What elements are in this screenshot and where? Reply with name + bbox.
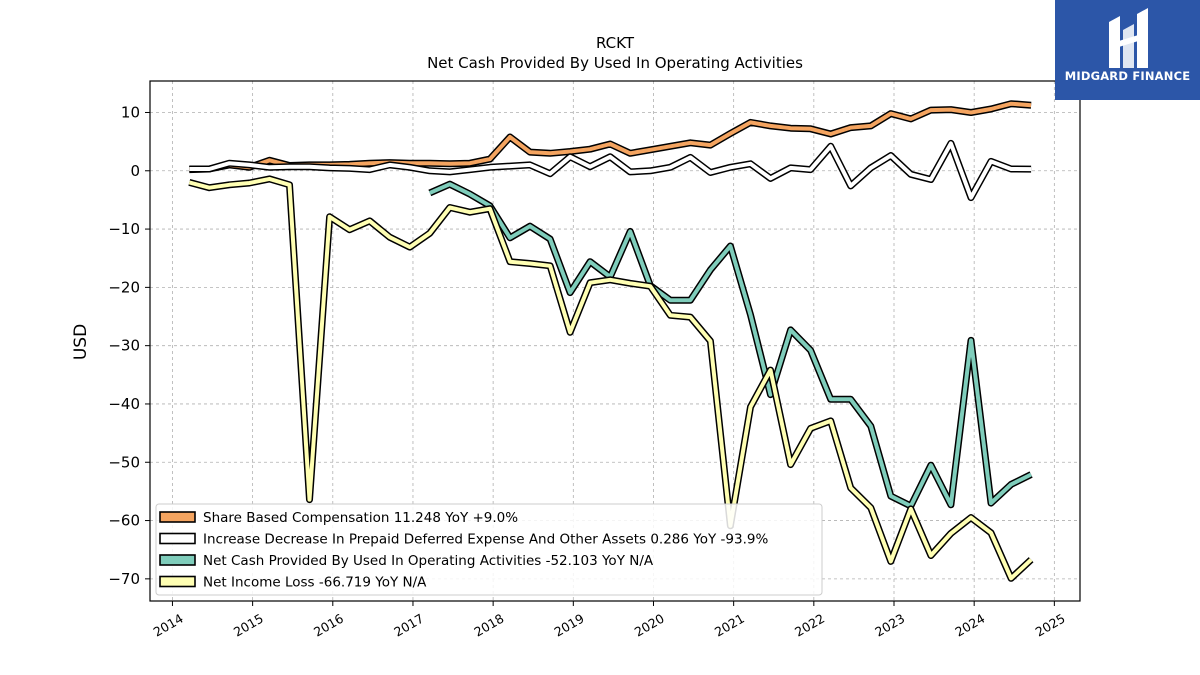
- legend-swatch: [159, 575, 196, 588]
- x-tick-label: 2023: [872, 611, 907, 640]
- legend-label: Share Based Compensation 11.248 YoY +9.0…: [203, 510, 518, 526]
- x-tick-label: 2016: [311, 611, 346, 640]
- series-line: [188, 175, 1034, 582]
- plot-frame: [149, 80, 1081, 602]
- y-tick-label: 0: [130, 162, 140, 180]
- legend-label: Net Income Loss -66.719 YoY N/A: [203, 575, 427, 591]
- legend: Share Based Compensation 11.248 YoY +9.0…: [155, 503, 823, 596]
- brand-logo-icon: [1109, 8, 1148, 68]
- x-tick-label: 2022: [792, 611, 827, 640]
- y-axis-ticks: 10 0 −10 −20 −30 −40 −50 −60 −70: [108, 103, 150, 588]
- y-tick-label: −70: [108, 570, 140, 588]
- y-tick-label: −10: [108, 220, 140, 238]
- x-axis-ticks: 2014 2015 2016 2017 2018 2019 2020 2021 2022 2023…: [151, 601, 1068, 640]
- y-tick-label: 10: [121, 103, 140, 121]
- y-tick-label: −40: [108, 395, 140, 413]
- x-tick-label: 2014: [151, 611, 186, 640]
- x-tick-label: 2025: [1033, 611, 1068, 640]
- x-tick-label: 2024: [952, 611, 987, 640]
- legend-swatch: [159, 511, 196, 523]
- legend-swatch: [159, 554, 196, 566]
- y-tick-label: −20: [108, 278, 140, 296]
- series-layer: [188, 100, 1034, 582]
- legend-label: Increase Decrease In Prepaid Deferred Ex…: [203, 532, 768, 548]
- x-tick-label: 2017: [391, 611, 426, 640]
- x-tick-label: 2019: [552, 611, 587, 640]
- y-axis-label: USD: [71, 324, 91, 360]
- brand-logo: MIDGARD FINANCE: [1055, 0, 1200, 100]
- x-tick-label: 2021: [712, 611, 747, 640]
- brand-logo-text: MIDGARD FINANCE: [1064, 69, 1191, 83]
- x-tick-label: 2015: [231, 611, 266, 640]
- y-tick-label: −30: [108, 337, 140, 355]
- y-tick-label: −60: [108, 512, 140, 530]
- chart-title: RCKT: [596, 34, 635, 52]
- series-line: [189, 139, 1032, 202]
- chart-subtitle: Net Cash Provided By Used In Operating A…: [427, 54, 803, 72]
- x-tick-label: 2020: [632, 611, 667, 640]
- y-tick-label: −50: [108, 453, 140, 471]
- legend-box: [155, 503, 823, 596]
- series-line: [428, 180, 1033, 510]
- x-tick-label: 2018: [471, 611, 506, 640]
- legend-swatch: [159, 532, 196, 545]
- legend-label: Net Cash Provided By Used In Operating A…: [203, 553, 654, 569]
